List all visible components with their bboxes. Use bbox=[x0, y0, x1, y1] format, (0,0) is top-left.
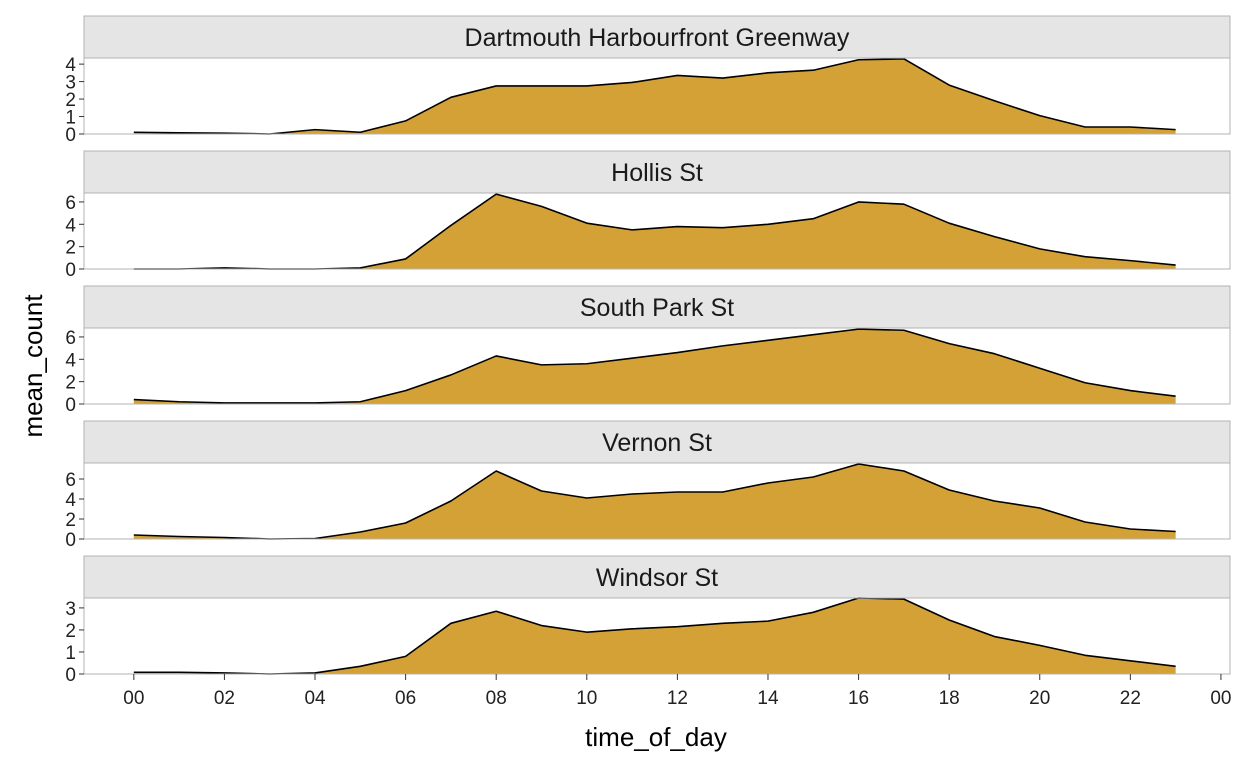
facet-strip bbox=[83, 420, 1231, 464]
y-tick-label: 3 bbox=[65, 73, 76, 94]
x-tick-label: 04 bbox=[304, 688, 326, 709]
facet-strip-label: Vernon St bbox=[602, 429, 712, 457]
y-tick-label: 6 bbox=[65, 470, 76, 491]
facet-strip bbox=[83, 150, 1231, 194]
y-tick-label: 4 bbox=[65, 215, 76, 236]
y-tick-label: 0 bbox=[65, 530, 76, 551]
y-tick-label: 0 bbox=[65, 125, 76, 146]
facet-panels: Dartmouth Harbourfront Greenway01234Holl… bbox=[65, 15, 1231, 686]
x-tick-label: 10 bbox=[576, 688, 597, 709]
y-tick-label: 0 bbox=[65, 260, 76, 281]
y-tick-label: 4 bbox=[65, 350, 76, 371]
x-axis: 00 02 04 06 08 10 12 14 16 18 20 22 00 bbox=[123, 674, 1232, 709]
y-tick-label: 1 bbox=[65, 643, 76, 664]
panel-border bbox=[83, 327, 1231, 405]
x-tick-label: 22 bbox=[1120, 688, 1141, 709]
y-tick-label: 3 bbox=[65, 599, 76, 620]
facet-strip-label: Dartmouth Harbourfront Greenway bbox=[465, 24, 850, 52]
y-tick-label: 6 bbox=[65, 193, 76, 214]
area-fill bbox=[133, 329, 1176, 404]
panel-border bbox=[83, 192, 1231, 270]
x-tick-label: 16 bbox=[848, 688, 869, 709]
x-tick-label: 18 bbox=[939, 688, 960, 709]
area-fill bbox=[133, 58, 1176, 135]
x-tick-label: 02 bbox=[214, 688, 235, 709]
x-tick-label: 00 bbox=[1210, 688, 1231, 709]
facet-strip-label: Windsor St bbox=[596, 564, 718, 592]
x-tick-label: 06 bbox=[395, 688, 416, 709]
x-tick-label: 14 bbox=[757, 688, 779, 709]
panel-border bbox=[83, 57, 1231, 135]
y-tick-label: 2 bbox=[65, 90, 76, 111]
area-fill bbox=[133, 598, 1176, 674]
y-tick-label: 2 bbox=[65, 510, 76, 531]
y-tick-label: 4 bbox=[65, 55, 76, 76]
y-tick-label: 2 bbox=[65, 238, 76, 259]
y-tick-label: 2 bbox=[65, 373, 76, 394]
area-outline bbox=[133, 597, 1176, 675]
x-tick-label: 12 bbox=[667, 688, 688, 709]
area-outline bbox=[133, 328, 1176, 404]
panel-border bbox=[83, 597, 1231, 675]
area-fill bbox=[133, 464, 1176, 539]
area-fill bbox=[133, 194, 1176, 269]
panel-border bbox=[83, 462, 1231, 540]
area-outline bbox=[133, 58, 1176, 135]
y-axis-title: mean_count bbox=[18, 294, 48, 438]
x-tick-label: 08 bbox=[486, 688, 507, 709]
x-tick-label: 20 bbox=[1029, 688, 1050, 709]
y-tick-label: 1 bbox=[65, 108, 76, 129]
facet-strip-label: Hollis St bbox=[611, 159, 703, 187]
y-tick-label: 2 bbox=[65, 621, 76, 642]
y-tick-label: 0 bbox=[65, 665, 76, 686]
x-tick-label: 00 bbox=[123, 688, 144, 709]
facet-strip-label: South Park St bbox=[580, 294, 734, 322]
y-tick-label: 4 bbox=[65, 490, 76, 511]
x-axis-title: time_of_day bbox=[585, 722, 727, 752]
y-tick-label: 6 bbox=[65, 328, 76, 349]
facet-strip bbox=[83, 15, 1231, 59]
y-tick-label: 0 bbox=[65, 395, 76, 416]
